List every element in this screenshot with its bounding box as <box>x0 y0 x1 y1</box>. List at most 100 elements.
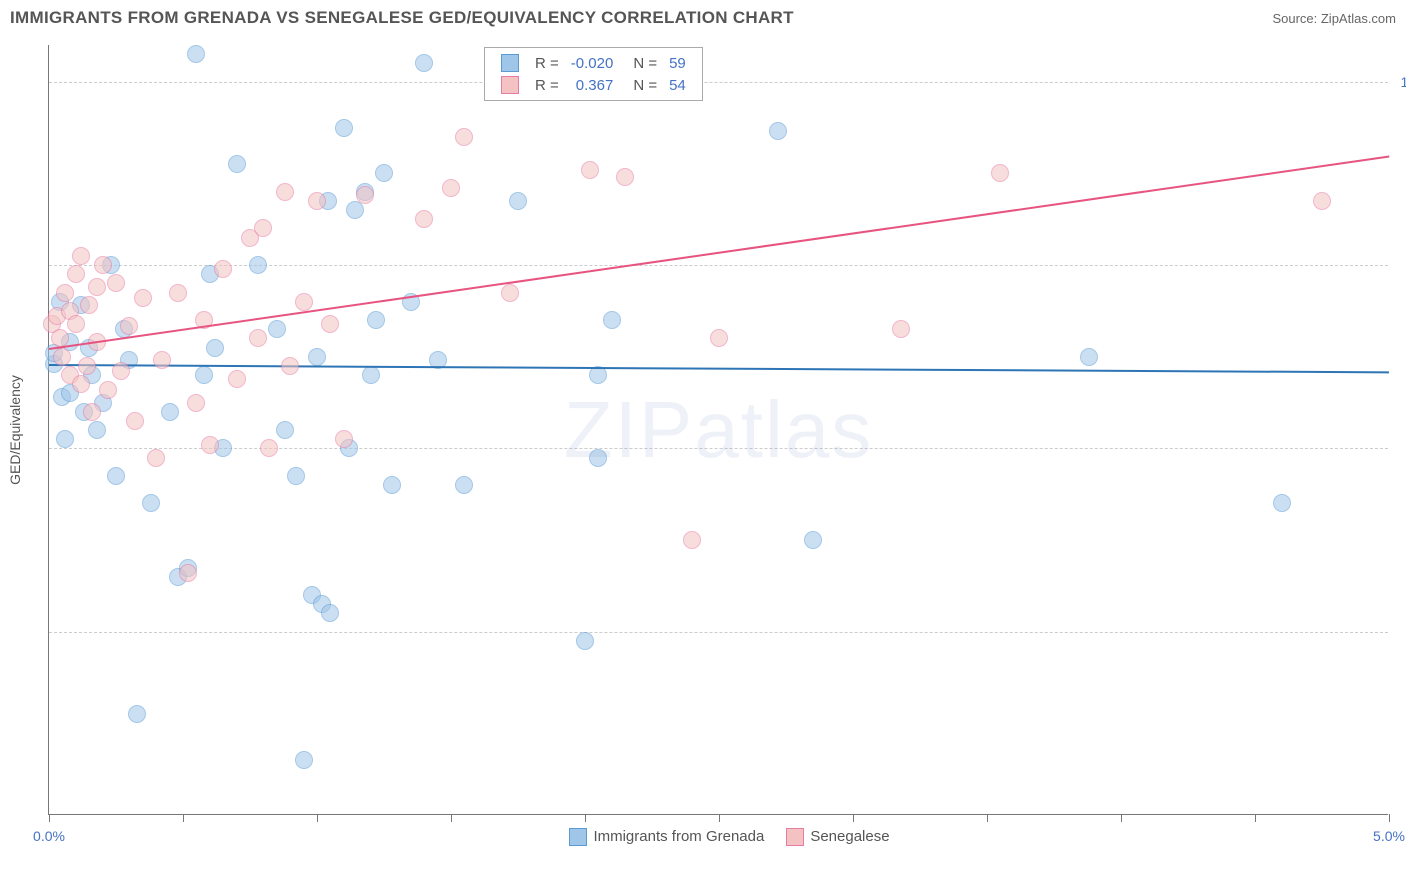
legend-series-label: Senegalese <box>810 828 889 845</box>
data-point <box>67 265 85 283</box>
data-point <box>375 164 393 182</box>
data-point <box>128 705 146 723</box>
data-point <box>616 168 634 186</box>
legend-series-label: Immigrants from Grenada <box>593 828 764 845</box>
data-point <box>1313 192 1331 210</box>
data-point <box>94 256 112 274</box>
data-point <box>195 366 213 384</box>
legend-swatch <box>786 828 804 846</box>
data-point <box>228 155 246 173</box>
scatter-canvas: 70.0%80.0%90.0%100.0%0.0%5.0% <box>49 45 1388 814</box>
x-tick <box>49 814 50 822</box>
data-point <box>254 219 272 237</box>
data-point <box>1273 494 1291 512</box>
data-point <box>83 403 101 421</box>
data-point <box>80 296 98 314</box>
legend-swatch <box>569 828 587 846</box>
data-point <box>88 421 106 439</box>
data-point <box>268 320 286 338</box>
data-point <box>710 329 728 347</box>
x-tick <box>451 814 452 822</box>
data-point <box>214 260 232 278</box>
data-point <box>769 122 787 140</box>
trend-line <box>49 155 1389 349</box>
data-point <box>228 370 246 388</box>
data-point <box>346 201 364 219</box>
y-tick-label: 100.0% <box>1392 74 1406 90</box>
data-point <box>161 403 179 421</box>
data-point <box>804 531 822 549</box>
data-point <box>147 449 165 467</box>
trend-line <box>49 364 1389 373</box>
data-point <box>249 329 267 347</box>
legend-row: R =0.367N =54 <box>495 74 692 96</box>
data-point <box>576 632 594 650</box>
data-point <box>53 348 71 366</box>
data-point <box>415 54 433 72</box>
data-point <box>308 192 326 210</box>
data-point <box>120 317 138 335</box>
data-point <box>88 278 106 296</box>
data-point <box>1080 348 1098 366</box>
correlation-legend: R =-0.020N =59R =0.367N =54 <box>484 47 703 101</box>
data-point <box>153 351 171 369</box>
y-tick-label: 90.0% <box>1392 257 1406 273</box>
data-point <box>260 439 278 457</box>
data-point <box>107 274 125 292</box>
data-point <box>142 494 160 512</box>
x-tick <box>317 814 318 822</box>
data-point <box>335 430 353 448</box>
data-point <box>383 476 401 494</box>
data-point <box>295 293 313 311</box>
data-point <box>335 119 353 137</box>
title-bar: IMMIGRANTS FROM GRENADA VS SENEGALESE GE… <box>10 8 1396 28</box>
data-point <box>321 604 339 622</box>
source-link[interactable]: ZipAtlas.com <box>1321 11 1396 26</box>
series-legend: Immigrants from Grenada Senegalese <box>49 828 1388 846</box>
y-axis-label: GED/Equivalency <box>7 375 23 485</box>
data-point <box>112 362 130 380</box>
gridline <box>49 82 1388 83</box>
data-point <box>356 186 374 204</box>
x-tick <box>853 814 854 822</box>
gridline <box>49 632 1388 633</box>
data-point <box>501 284 519 302</box>
data-point <box>991 164 1009 182</box>
x-tick <box>1121 814 1122 822</box>
data-point <box>281 357 299 375</box>
data-point <box>72 247 90 265</box>
data-point <box>134 289 152 307</box>
y-tick-label: 70.0% <box>1392 624 1406 640</box>
data-point <box>206 339 224 357</box>
data-point <box>67 315 85 333</box>
x-tick <box>719 814 720 822</box>
data-point <box>107 467 125 485</box>
gridline <box>49 448 1388 449</box>
data-point <box>99 381 117 399</box>
data-point <box>892 320 910 338</box>
data-point <box>367 311 385 329</box>
data-point <box>509 192 527 210</box>
data-point <box>287 467 305 485</box>
data-point <box>308 348 326 366</box>
data-point <box>249 256 267 274</box>
x-tick <box>987 814 988 822</box>
data-point <box>455 128 473 146</box>
data-point <box>169 284 187 302</box>
chart-title: IMMIGRANTS FROM GRENADA VS SENEGALESE GE… <box>10 8 794 28</box>
legend-row: R =-0.020N =59 <box>495 52 692 74</box>
data-point <box>187 45 205 63</box>
y-tick-label: 80.0% <box>1392 440 1406 456</box>
x-tick <box>1389 814 1390 822</box>
plot-area: GED/Equivalency 70.0%80.0%90.0%100.0%0.0… <box>48 45 1388 815</box>
data-point <box>321 315 339 333</box>
data-point <box>276 183 294 201</box>
data-point <box>56 430 74 448</box>
data-point <box>415 210 433 228</box>
source-label: Source: ZipAtlas.com <box>1272 11 1396 26</box>
x-tick <box>183 814 184 822</box>
data-point <box>683 531 701 549</box>
data-point <box>201 436 219 454</box>
data-point <box>276 421 294 439</box>
data-point <box>455 476 473 494</box>
